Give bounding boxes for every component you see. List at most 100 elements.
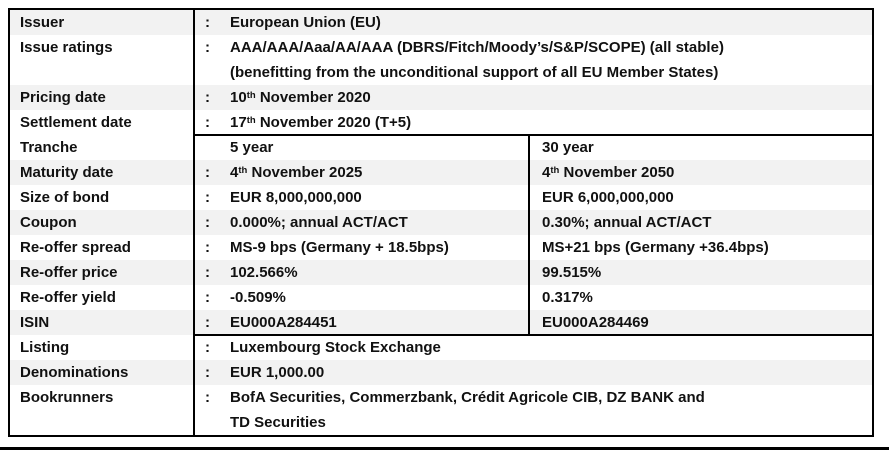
row-tranche: Tranche 5 year 30 year xyxy=(10,135,872,160)
reoffer-price-label: Re-offer price xyxy=(20,264,118,281)
row-issue-ratings: Issue ratings : AAA/AAA/Aaa/AA/AAA (DBRS… xyxy=(10,35,872,85)
colon-separator: : xyxy=(205,39,210,56)
row-issuer: Issuer : European Union (EU) xyxy=(10,10,872,35)
ordinal-suffix: th xyxy=(550,164,560,176)
issuer-label: Issuer xyxy=(20,14,65,31)
issue-ratings-value-cell: : AAA/AAA/Aaa/AA/AAA (DBRS/Fitch/Moody’s… xyxy=(193,35,872,85)
ordinal-suffix: th xyxy=(246,114,256,126)
isin-5yr-cell: : EU000A284451 xyxy=(193,310,528,335)
bookrunners-line2: TD Securities xyxy=(230,414,326,431)
maturity-date-label: Maturity date xyxy=(20,164,114,181)
colon-separator: : xyxy=(205,14,210,31)
bond-term-sheet-table: Issuer : European Union (EU) Issue ratin… xyxy=(8,8,874,437)
row-maturity-date: Maturity date : 4th November 2025 4th No… xyxy=(10,160,872,185)
reoffer-price-5yr-cell: : 102.566% xyxy=(193,260,528,285)
isin-30yr-cell: EU000A284469 xyxy=(528,310,872,335)
colon-separator: : xyxy=(205,164,210,181)
size-5yr-value: EUR 8,000,000,000 xyxy=(230,189,362,206)
listing-value-cell: : Luxembourg Stock Exchange xyxy=(193,335,872,360)
date-day: 4 xyxy=(230,164,239,181)
row-settlement-date: Settlement date : 17th November 2020 (T+… xyxy=(10,110,872,135)
isin-label: ISIN xyxy=(20,314,50,331)
reoffer-yield-5yr-cell: : -0.509% xyxy=(193,285,528,310)
row-coupon: Coupon : 0.000%; annual ACT/ACT 0.30%; a… xyxy=(10,210,872,235)
row-pricing-date: Pricing date : 10th November 2020 xyxy=(10,85,872,110)
section-divider-line-bottom xyxy=(193,334,872,336)
row-listing: Listing : Luxembourg Stock Exchange xyxy=(10,335,872,360)
colon-separator: : xyxy=(205,189,210,206)
issue-ratings-line1: AAA/AAA/Aaa/AA/AAA (DBRS/Fitch/Moody’s/S… xyxy=(230,39,724,56)
denominations-value: EUR 1,000.00 xyxy=(230,364,325,381)
reoffer-price-5yr-value: 102.566% xyxy=(230,264,298,281)
bookrunners-line1: BofA Securities, Commerzbank, Crédit Agr… xyxy=(230,389,705,406)
colon-separator: : xyxy=(205,364,210,381)
issue-ratings-line2: (benefitting from the unconditional supp… xyxy=(230,64,719,81)
date-rest: November 2025 xyxy=(247,164,363,181)
bookrunners-label: Bookrunners xyxy=(20,389,114,406)
tranche-30yr-cell: 30 year xyxy=(528,135,872,160)
colon-separator: : xyxy=(205,214,210,231)
reoffer-yield-5yr-value: -0.509% xyxy=(230,289,286,306)
reoffer-yield-label: Re-offer yield xyxy=(20,289,116,306)
tranche-label: Tranche xyxy=(20,139,78,156)
row-reoffer-price: Re-offer price : 102.566% 99.515% xyxy=(10,260,872,285)
issue-ratings-label: Issue ratings xyxy=(20,39,113,56)
row-denominations: Denominations : EUR 1,000.00 xyxy=(10,360,872,385)
date-rest: November 2020 (T+5) xyxy=(255,114,412,131)
pricing-date-value-cell: : 10th November 2020 xyxy=(193,85,872,110)
pricing-date-value: 10th November 2020 xyxy=(230,89,371,106)
section-divider-line-top xyxy=(193,134,872,136)
denominations-value-cell: : EUR 1,000.00 xyxy=(193,360,872,385)
colon-separator: : xyxy=(205,264,210,281)
colon-separator: : xyxy=(205,314,210,331)
colon-separator: : xyxy=(205,89,210,106)
maturity-30yr-value: 4th November 2050 xyxy=(542,164,674,181)
settlement-date-label: Settlement date xyxy=(20,114,132,131)
date-day: 10 xyxy=(230,89,247,106)
listing-value: Luxembourg Stock Exchange xyxy=(230,339,441,356)
isin-5yr-value: EU000A284451 xyxy=(230,314,337,331)
reoffer-spread-5yr-value: MS-9 bps (Germany + 18.5bps) xyxy=(230,239,449,256)
coupon-label: Coupon xyxy=(20,214,77,231)
coupon-30yr-cell: 0.30%; annual ACT/ACT xyxy=(528,210,872,235)
ordinal-suffix: th xyxy=(238,164,248,176)
reoffer-price-30yr-cell: 99.515% xyxy=(528,260,872,285)
reoffer-yield-30yr-cell: 0.317% xyxy=(528,285,872,310)
date-rest: November 2050 xyxy=(559,164,675,181)
row-reoffer-spread: Re-offer spread : MS-9 bps (Germany + 18… xyxy=(10,235,872,260)
ordinal-suffix: th xyxy=(246,89,256,101)
bookrunners-value-cell: : BofA Securities, Commerzbank, Crédit A… xyxy=(193,385,872,435)
coupon-5yr-cell: : 0.000%; annual ACT/ACT xyxy=(193,210,528,235)
tranche-5yr-cell: 5 year xyxy=(193,135,528,160)
page-bottom-rule xyxy=(0,447,889,450)
reoffer-spread-30yr-cell: MS+21 bps (Germany +36.4bps) xyxy=(528,235,872,260)
denominations-label: Denominations xyxy=(20,364,129,381)
settlement-date-value-cell: : 17th November 2020 (T+5) xyxy=(193,110,872,135)
colon-separator: : xyxy=(205,389,210,406)
colon-separator: : xyxy=(205,289,210,306)
maturity-30yr-cell: 4th November 2050 xyxy=(528,160,872,185)
pricing-date-label: Pricing date xyxy=(20,89,106,106)
issuer-value-cell: : European Union (EU) xyxy=(193,10,872,35)
colon-separator: : xyxy=(205,339,210,356)
issuer-value: European Union (EU) xyxy=(230,14,381,31)
coupon-5yr-value: 0.000%; annual ACT/ACT xyxy=(230,214,408,231)
size-of-bond-label: Size of bond xyxy=(20,189,110,206)
colon-separator: : xyxy=(205,114,210,131)
maturity-5yr-cell: : 4th November 2025 xyxy=(193,160,528,185)
size-5yr-cell: : EUR 8,000,000,000 xyxy=(193,185,528,210)
row-reoffer-yield: Re-offer yield : -0.509% 0.317% xyxy=(10,285,872,310)
date-day: 4 xyxy=(542,164,551,181)
row-size-of-bond: Size of bond : EUR 8,000,000,000 EUR 6,0… xyxy=(10,185,872,210)
size-30yr-cell: EUR 6,000,000,000 xyxy=(528,185,872,210)
row-isin: ISIN : EU000A284451 EU000A284469 xyxy=(10,310,872,335)
date-day: 17 xyxy=(230,114,247,131)
listing-label: Listing xyxy=(20,339,70,356)
colon-separator: : xyxy=(205,239,210,256)
row-bookrunners: Bookrunners : BofA Securities, Commerzba… xyxy=(10,385,872,435)
maturity-5yr-value: 4th November 2025 xyxy=(230,164,362,181)
settlement-date-value: 17th November 2020 (T+5) xyxy=(230,114,411,131)
date-rest: November 2020 xyxy=(255,89,371,106)
reoffer-spread-5yr-cell: : MS-9 bps (Germany + 18.5bps) xyxy=(193,235,528,260)
